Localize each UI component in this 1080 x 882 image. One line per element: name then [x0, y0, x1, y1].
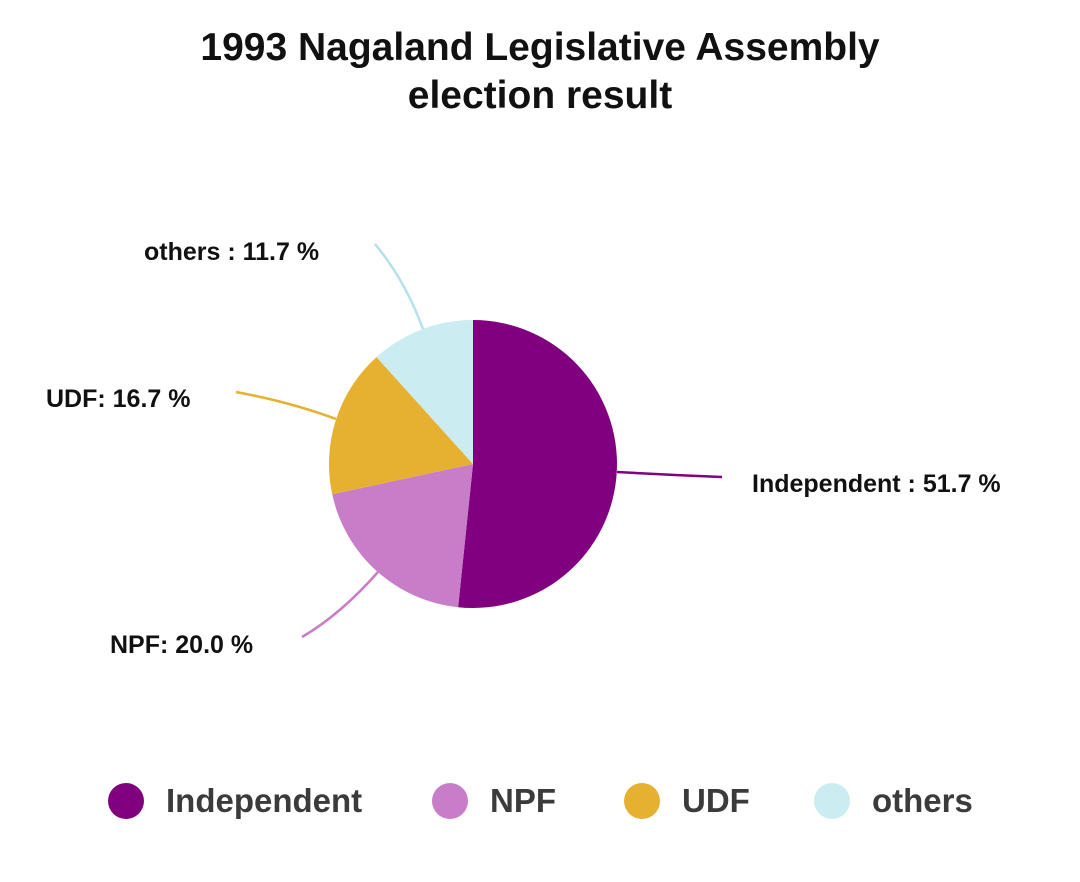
legend-item-others[interactable]: others — [814, 776, 973, 826]
legend-label-udf: UDF — [682, 782, 750, 819]
pie-slice-independent[interactable] — [458, 320, 617, 608]
legend-label-others: others — [872, 782, 973, 819]
legend-label-independent: Independent — [166, 782, 363, 819]
legend-swatch-udf — [624, 783, 660, 819]
legend-item-npf[interactable]: NPF — [432, 776, 556, 826]
legend-item-udf[interactable]: UDF — [624, 776, 750, 826]
pie-slices — [329, 320, 617, 608]
legend-swatch-npf — [432, 783, 468, 819]
leader-line-independent — [616, 470, 723, 479]
pie-slice-others[interactable] — [376, 320, 474, 464]
leader-lines — [235, 243, 723, 639]
slice-label-npf: NPF: 20.0 % — [110, 631, 253, 659]
chart-title: 1993 Nagaland Legislative Assembly elect… — [0, 24, 1080, 120]
slice-label-others: others : 11.7 % — [144, 238, 319, 266]
chart-title-line-2: election result — [407, 74, 673, 117]
leader-line-udf — [235, 390, 337, 421]
leader-line-others — [374, 243, 425, 330]
legend-label-npf: NPF — [490, 782, 556, 819]
pie-slice-npf[interactable] — [332, 464, 473, 608]
slice-labels: Independent : 51.7 % NPF: 20.0 % UDF: 16.7… — [46, 238, 1001, 659]
legend-item-independent[interactable]: Independent — [108, 776, 362, 826]
chart-title-line-1: 1993 Nagaland Legislative Assembly — [200, 26, 880, 69]
legend-swatch-independent — [108, 783, 144, 819]
slice-label-udf: UDF: 16.7 % — [46, 385, 190, 413]
slice-label-independent: Independent : 51.7 % — [752, 470, 1001, 498]
pie-slice-udf[interactable] — [329, 357, 473, 495]
legend-swatch-others — [814, 783, 850, 819]
legend: Independent NPF UDF others — [0, 776, 1080, 826]
leader-line-npf — [301, 571, 379, 639]
